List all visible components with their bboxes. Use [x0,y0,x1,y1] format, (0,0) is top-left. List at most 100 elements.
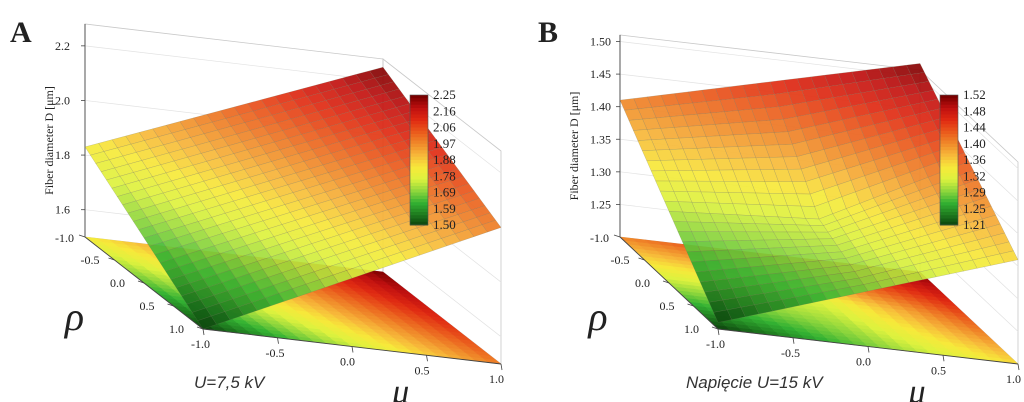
legend-label: 1.69 [433,185,456,200]
legend-swatch [410,218,428,223]
legend-swatch [940,163,958,167]
rho-tick [638,257,645,261]
legend-swatch [410,195,428,200]
legend-swatch [940,192,958,197]
legend-swatch [410,176,428,180]
legend-swatch [410,205,428,210]
legend-label: 1.52 [963,87,986,102]
legend-label: 2.06 [433,120,456,135]
legend-swatch [410,199,428,203]
legend-swatch [940,95,958,99]
legend-label: 2.16 [433,103,456,118]
legend-swatch [940,208,958,213]
legend-swatch [940,108,958,112]
legend-swatch [940,104,958,109]
mu-tick [202,328,205,336]
floor-corner-label: -1.0 [590,231,609,245]
panel-a: 1.6 1.8 2.0 2.2 -1.0 -0.5 0.0 0.5 1.0 -1.0 -0.5 0.0… [10,16,504,402]
mu-tick [792,337,795,344]
z-tick-label: 1.40 [590,100,611,114]
legend-swatch [940,212,958,216]
legend-label: 1.40 [963,136,986,151]
legend-swatch [410,182,428,187]
legend-swatch [410,111,428,115]
legend-swatch [410,147,428,151]
rho-tick [137,280,145,284]
color-legend: 1.521.48 1.441.401.361.32 1.291.251.21 [939,87,986,232]
legend-label: 1.50 [433,217,456,232]
legend-swatch [410,160,428,164]
legend-swatch [410,202,428,206]
legend-swatch [940,98,958,102]
legend-swatch [410,114,428,119]
z-tick-label: 2.2 [55,39,70,53]
surface-cell [197,315,217,330]
legend-swatch [940,176,958,180]
legend-swatch [410,169,428,174]
legend-swatch [940,202,958,206]
legend-label: 1.48 [963,103,986,118]
legend-swatch [940,153,958,158]
rho-tick [613,234,621,238]
mu-tick [1017,363,1020,371]
legend-frame [939,94,959,226]
z-tick-label: 1.25 [590,197,611,211]
legend-swatch [940,117,958,122]
response-surface [84,67,502,330]
response-surface [619,63,1019,323]
legend-swatch [940,199,958,203]
mu-tick [351,346,354,353]
legend-label: 1.32 [963,168,986,183]
legend-label: 1.36 [963,152,986,167]
legend-swatch [940,221,958,226]
legend-label: 1.59 [433,201,456,216]
legend-swatch [410,98,428,102]
legend-swatch [410,156,428,161]
legend-swatch [940,186,958,190]
panel-label: A [10,16,32,49]
legend-swatch [940,182,958,187]
z-tick-label: 2.0 [55,93,70,107]
mu-tick-label: -0.5 [781,346,800,360]
mu-tick-label: -1.0 [706,337,725,351]
legend-swatch [940,160,958,164]
legend-swatch [410,208,428,213]
legend-swatch [410,189,428,193]
legend-swatch [410,153,428,158]
z-tick-label: 1.6 [55,203,70,217]
rho-tick [687,303,694,307]
rho-tick-label: 0.0 [635,276,650,290]
mu-tick [867,346,870,353]
legend-swatch [940,169,958,174]
rho-tick-label: 0.5 [140,299,155,313]
mu-tick-label: 1.0 [1006,372,1021,386]
legend-swatch [940,140,958,145]
legend-swatch [410,173,428,177]
rho-axis-label: ρ [63,294,84,339]
z-tick-label: 1.50 [590,35,611,49]
legend-label: 1.29 [963,185,986,200]
mu-axis-label: μ [908,374,926,402]
legend-swatch [940,150,958,154]
z-tick-label: 1.35 [590,132,611,146]
rho-tick-label: -0.5 [81,253,100,267]
rho-tick-label: 0.5 [660,299,675,313]
rho-tick-label: 1.0 [684,322,699,336]
z-axis-label: Fiber diameter D [μm] [42,86,56,195]
legend-swatch [410,186,428,190]
legend-swatch [410,166,428,171]
legend-swatch [940,218,958,223]
legend-label: 1.44 [963,120,986,135]
legend-swatch [410,212,428,216]
legend-swatch [940,189,958,193]
rho-tick [711,326,719,330]
floor-corner-label: -1.0 [55,231,74,245]
z-axis-label: Fiber diameter D [μm] [567,92,581,201]
legend-label: 1.21 [963,217,986,232]
legend-swatch [940,173,958,177]
legend-swatch [940,114,958,119]
legend-swatch [410,130,428,135]
panel-label: B [538,16,558,49]
legend-swatch [410,192,428,197]
legend-label: 1.78 [433,168,456,183]
